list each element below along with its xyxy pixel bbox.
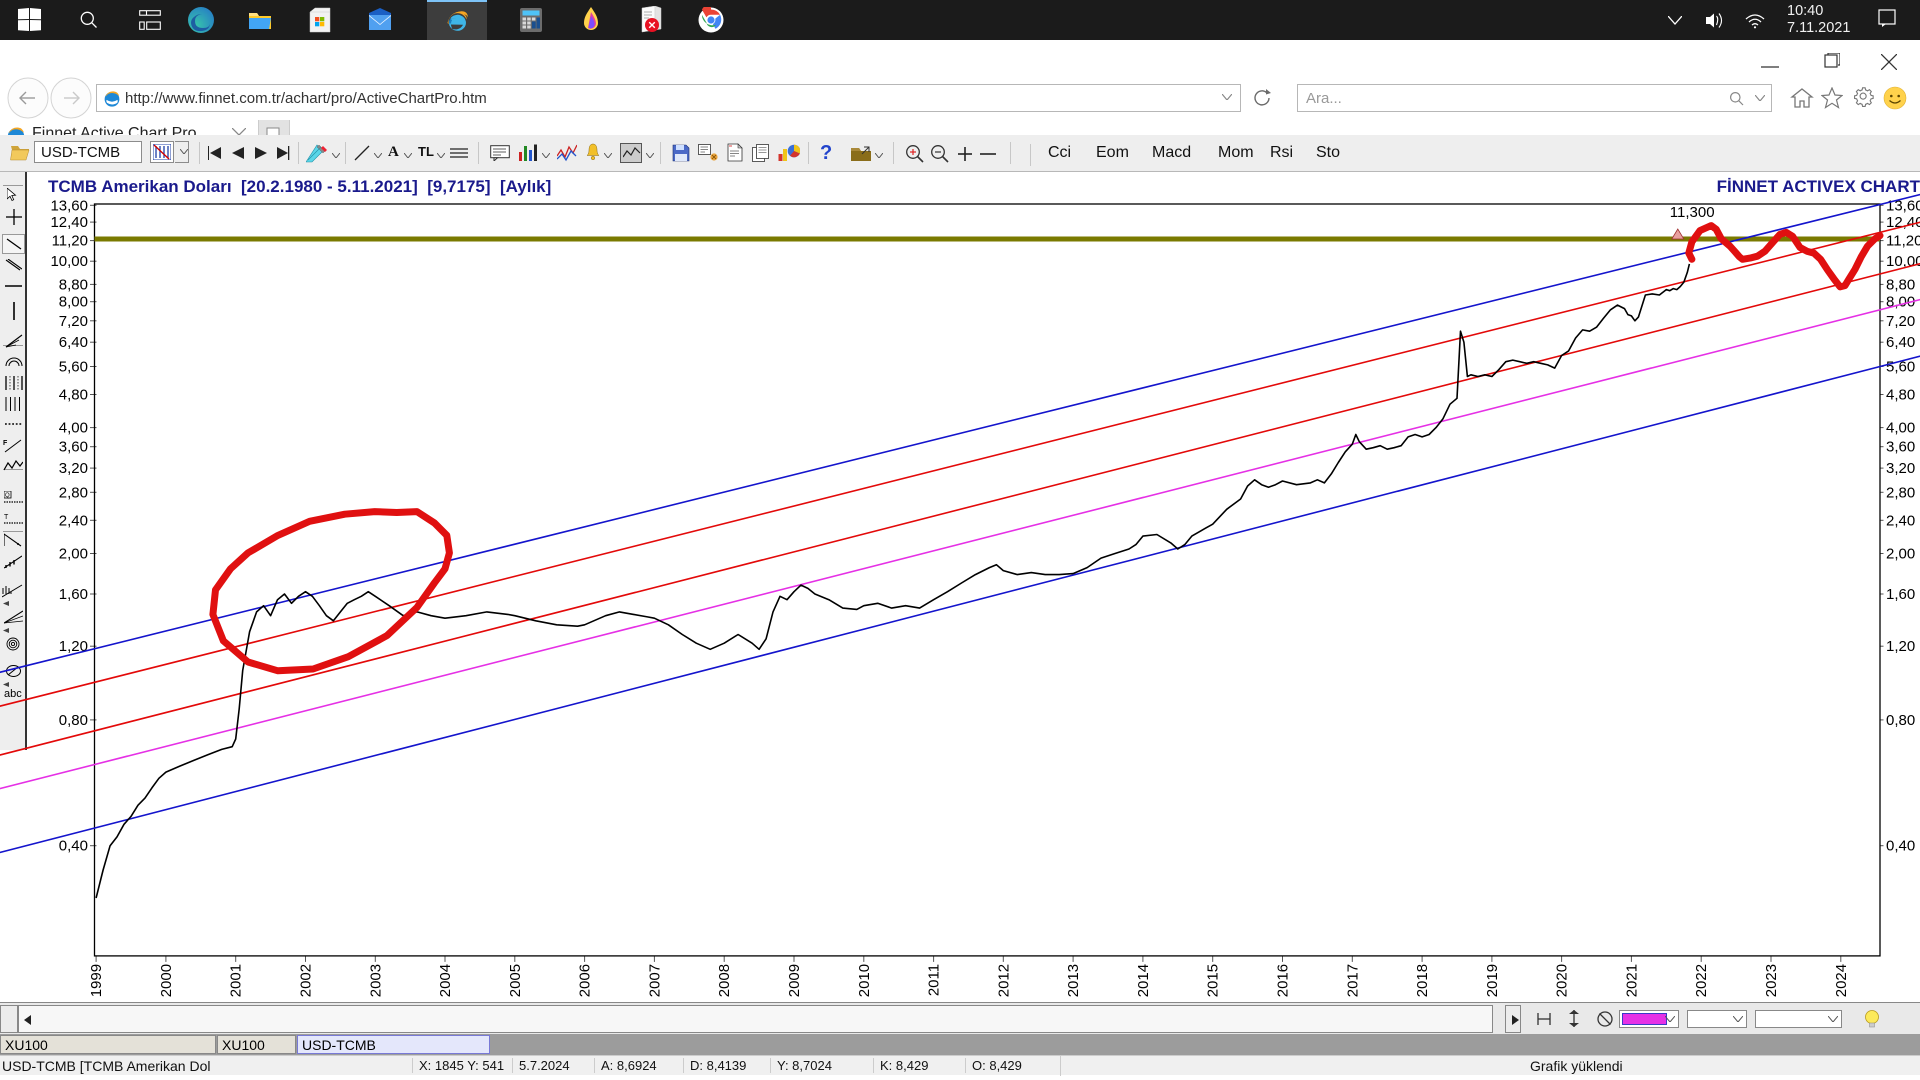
svg-text:13,60: 13,60 (1886, 197, 1920, 214)
svg-text:10,00: 10,00 (50, 253, 88, 270)
svg-text:2017: 2017 (1344, 964, 1361, 997)
svg-text:2001: 2001 (228, 964, 245, 997)
svg-text:2,40: 2,40 (59, 512, 88, 529)
svg-text:2023: 2023 (1763, 964, 1780, 997)
svg-text:2,80: 2,80 (59, 484, 88, 501)
svg-text:12,40: 12,40 (1886, 214, 1920, 231)
svg-text:7,20: 7,20 (59, 313, 88, 330)
svg-text:2,80: 2,80 (1886, 484, 1915, 501)
svg-text:2021: 2021 (1623, 964, 1640, 997)
svg-text:4,80: 4,80 (1886, 387, 1915, 404)
svg-text:2012: 2012 (995, 964, 1012, 997)
svg-text:2,00: 2,00 (1886, 546, 1915, 563)
svg-text:2013: 2013 (1065, 964, 1082, 997)
svg-text:3,20: 3,20 (1886, 460, 1915, 477)
svg-text:0,40: 0,40 (1886, 838, 1915, 855)
svg-text:2019: 2019 (1484, 964, 1501, 997)
svg-text:2,00: 2,00 (59, 546, 88, 563)
svg-text:2014: 2014 (1135, 964, 1152, 997)
svg-text:2020: 2020 (1554, 964, 1571, 997)
svg-text:1,60: 1,60 (1886, 586, 1915, 603)
svg-text:2005: 2005 (507, 964, 524, 997)
svg-text:2015: 2015 (1205, 964, 1222, 997)
svg-text:6,40: 6,40 (59, 334, 88, 351)
svg-text:3,20: 3,20 (59, 460, 88, 477)
svg-text:4,80: 4,80 (59, 387, 88, 404)
svg-text:2004: 2004 (437, 964, 454, 997)
svg-text:11,20: 11,20 (52, 233, 88, 250)
svg-text:8,80: 8,80 (59, 276, 88, 293)
svg-text:2008: 2008 (716, 964, 733, 997)
svg-text:2006: 2006 (577, 964, 594, 997)
svg-text:7,20: 7,20 (1886, 313, 1915, 330)
svg-text:0,80: 0,80 (1886, 712, 1915, 729)
svg-text:4,00: 4,00 (59, 420, 88, 437)
svg-text:0,80: 0,80 (59, 712, 88, 729)
svg-text:2000: 2000 (158, 964, 175, 997)
svg-text:2016: 2016 (1275, 964, 1292, 997)
svg-text:2010: 2010 (856, 964, 873, 997)
svg-text:2018: 2018 (1414, 964, 1431, 997)
svg-text:0,40: 0,40 (59, 838, 88, 855)
svg-text:4,00: 4,00 (1886, 420, 1915, 437)
svg-text:6,40: 6,40 (1886, 334, 1915, 351)
svg-text:11,20: 11,20 (1886, 233, 1920, 250)
svg-text:1,20: 1,20 (1886, 638, 1915, 655)
svg-text:2002: 2002 (298, 964, 315, 997)
svg-text:1999: 1999 (88, 964, 105, 997)
svg-text:8,80: 8,80 (1886, 276, 1915, 293)
svg-text:1,20: 1,20 (59, 638, 88, 655)
svg-text:2011: 2011 (926, 964, 943, 996)
svg-text:2003: 2003 (367, 964, 384, 997)
svg-text:2024: 2024 (1833, 964, 1850, 997)
svg-text:2022: 2022 (1693, 964, 1710, 997)
svg-text:11,300: 11,300 (1670, 204, 1715, 221)
svg-text:1,60: 1,60 (59, 586, 88, 603)
svg-text:3,60: 3,60 (59, 439, 88, 456)
svg-text:12,40: 12,40 (50, 214, 88, 231)
svg-text:5,60: 5,60 (59, 359, 88, 376)
svg-text:2,40: 2,40 (1886, 512, 1915, 529)
svg-text:13,60: 13,60 (50, 197, 88, 214)
svg-text:2009: 2009 (786, 964, 803, 997)
svg-text:8,00: 8,00 (59, 294, 88, 311)
svg-text:3,60: 3,60 (1886, 439, 1915, 456)
svg-text:2007: 2007 (646, 964, 663, 997)
